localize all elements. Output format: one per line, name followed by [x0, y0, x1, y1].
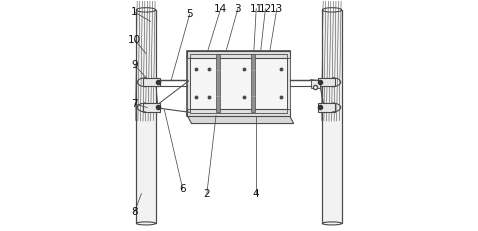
Text: 6: 6 [179, 184, 186, 194]
Text: 13: 13 [270, 4, 283, 14]
Text: 12: 12 [259, 4, 272, 14]
Bar [317, 103, 335, 112]
Bar [322, 10, 342, 223]
Text: 9: 9 [131, 60, 138, 70]
Ellipse shape [136, 222, 156, 225]
Bar [317, 78, 335, 86]
Bar [187, 58, 190, 109]
Text: 3: 3 [235, 4, 241, 14]
Text: 10: 10 [128, 35, 141, 45]
Text: 11: 11 [250, 4, 263, 14]
Text: 8: 8 [131, 207, 138, 217]
Text: 2: 2 [204, 188, 210, 199]
Text: 5: 5 [186, 9, 193, 19]
Bar [287, 58, 290, 109]
Bar [216, 55, 220, 112]
Text: 14: 14 [214, 4, 227, 14]
Bar [190, 55, 286, 113]
Bar [136, 10, 156, 223]
Bar [187, 51, 290, 116]
Bar [143, 103, 161, 112]
Text: 7: 7 [131, 99, 138, 109]
Bar [311, 80, 320, 88]
Ellipse shape [322, 222, 342, 225]
Bar [250, 55, 255, 112]
Text: 4: 4 [253, 188, 260, 199]
Bar [187, 51, 290, 58]
Bar [143, 78, 161, 86]
Polygon shape [187, 116, 293, 124]
Ellipse shape [322, 8, 342, 12]
Bar [187, 109, 290, 116]
Text: 1: 1 [131, 7, 138, 17]
Ellipse shape [136, 8, 156, 12]
